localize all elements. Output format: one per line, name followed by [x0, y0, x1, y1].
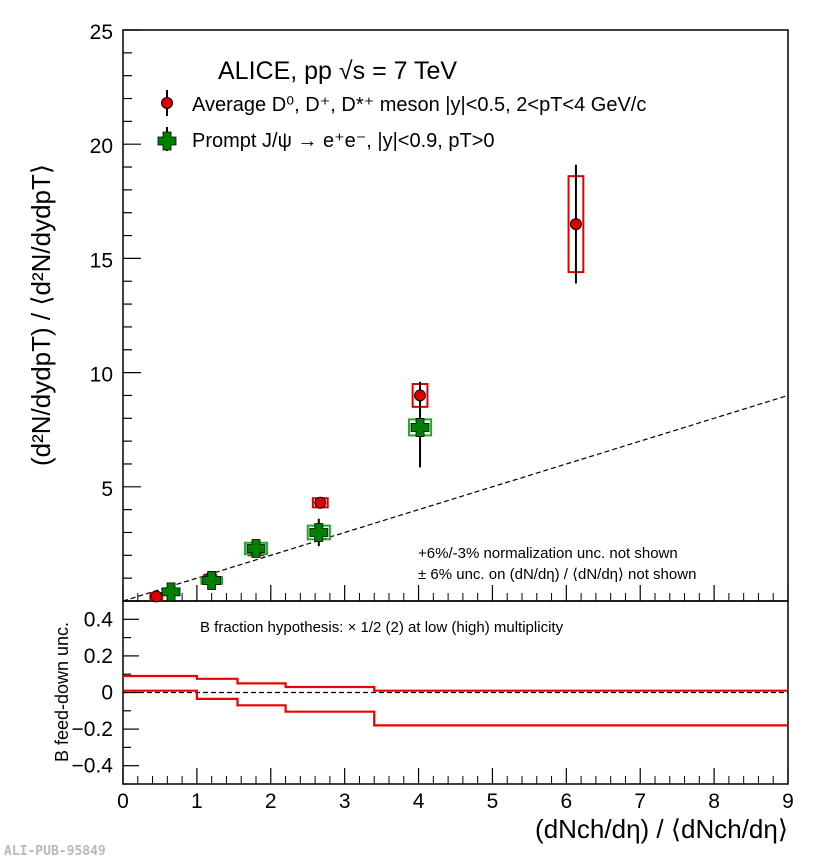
feeddown-steps: [123, 674, 788, 727]
x-tick-label: 4: [413, 790, 425, 813]
jpsi-point: [410, 418, 430, 437]
stat-error-bars: [155, 164, 577, 599]
y-tick-label-bottom: 0.4: [84, 608, 114, 631]
legend-d-marker: [161, 97, 173, 109]
tick-labels: 0 1 2 3 4 5 6 7 8 9 5 10 15 20 25 0.4 0.2 0 −0.2 −0.4: [72, 21, 794, 813]
dndeta-unc-note: ± 6% unc. on (dN/dη) / ⟨dN/dη⟩ not shown: [418, 566, 696, 583]
x-tick-label: 3: [339, 790, 351, 813]
y-tick-label: 25: [90, 21, 113, 44]
d-meson-point: [414, 389, 427, 402]
watermark: ALI-PUB-95849: [4, 844, 106, 859]
normalization-note: +6%/-3% normalization unc. not shown: [418, 545, 678, 562]
x-tick-label: 5: [487, 790, 499, 813]
y-axis-title-bottom: B feed-down unc.: [52, 622, 72, 762]
legend: Average D⁰, D⁺, D*⁺ meson |y|<0.5, 2<pT<…: [157, 90, 646, 152]
x-tick-label: 9: [782, 790, 794, 813]
d-meson-point: [150, 590, 163, 603]
legend-jpsi-marker: [157, 131, 177, 151]
y-tick-label: 5: [101, 478, 113, 501]
jpsi-point: [246, 539, 266, 558]
y-tick-label: 20: [90, 135, 113, 158]
x-axis-title: (dNch/dη) / ⟨dNch/dη⟩: [535, 814, 788, 844]
legend-jpsi-label: Prompt J/ψ → e⁺e⁻, |y|<0.9, pT>0: [192, 130, 495, 152]
axis-ticks: [122, 29, 789, 785]
y-tick-label-bottom: 0.2: [84, 645, 113, 668]
bottom-panel-title: B fraction hypothesis: × 1/2 (2) at low …: [200, 619, 564, 636]
y-axis-title-top: (d²N/dydpT) / ⟨d²N/dydpT⟩: [26, 164, 56, 466]
x-tick-label: 7: [634, 790, 646, 813]
y-tick-label: 15: [90, 249, 113, 272]
x-tick-label: 6: [560, 790, 572, 813]
y-tick-label-bottom: −0.2: [72, 718, 113, 741]
jpsi-point: [202, 571, 222, 590]
y-tick-label-bottom: −0.4: [72, 755, 114, 778]
x-tick-label: 8: [708, 790, 720, 813]
x-tick-label: 2: [265, 790, 277, 813]
chart-title: ALICE, pp √s = 7 TeV: [218, 57, 457, 85]
x-tick-label: 0: [117, 790, 129, 813]
d-meson-point: [569, 218, 582, 231]
y-tick-label: 10: [90, 364, 113, 387]
feeddown-step-lower: [123, 689, 788, 727]
reference-lines: [122, 394, 789, 694]
jpsi-point: [161, 582, 181, 602]
y-tick-label-bottom: 0: [101, 682, 113, 705]
diagonal-reference-line: [122, 394, 789, 602]
x-tick-label: 1: [191, 790, 203, 813]
jpsi-point: [309, 523, 329, 542]
data-markers: [150, 218, 582, 603]
systematic-boxes: [149, 175, 585, 601]
d-meson-point: [314, 496, 327, 509]
feeddown-step-upper: [123, 674, 788, 692]
legend-d-label: Average D⁰, D⁺, D*⁺ meson |y|<0.5, 2<pT<…: [192, 94, 646, 116]
